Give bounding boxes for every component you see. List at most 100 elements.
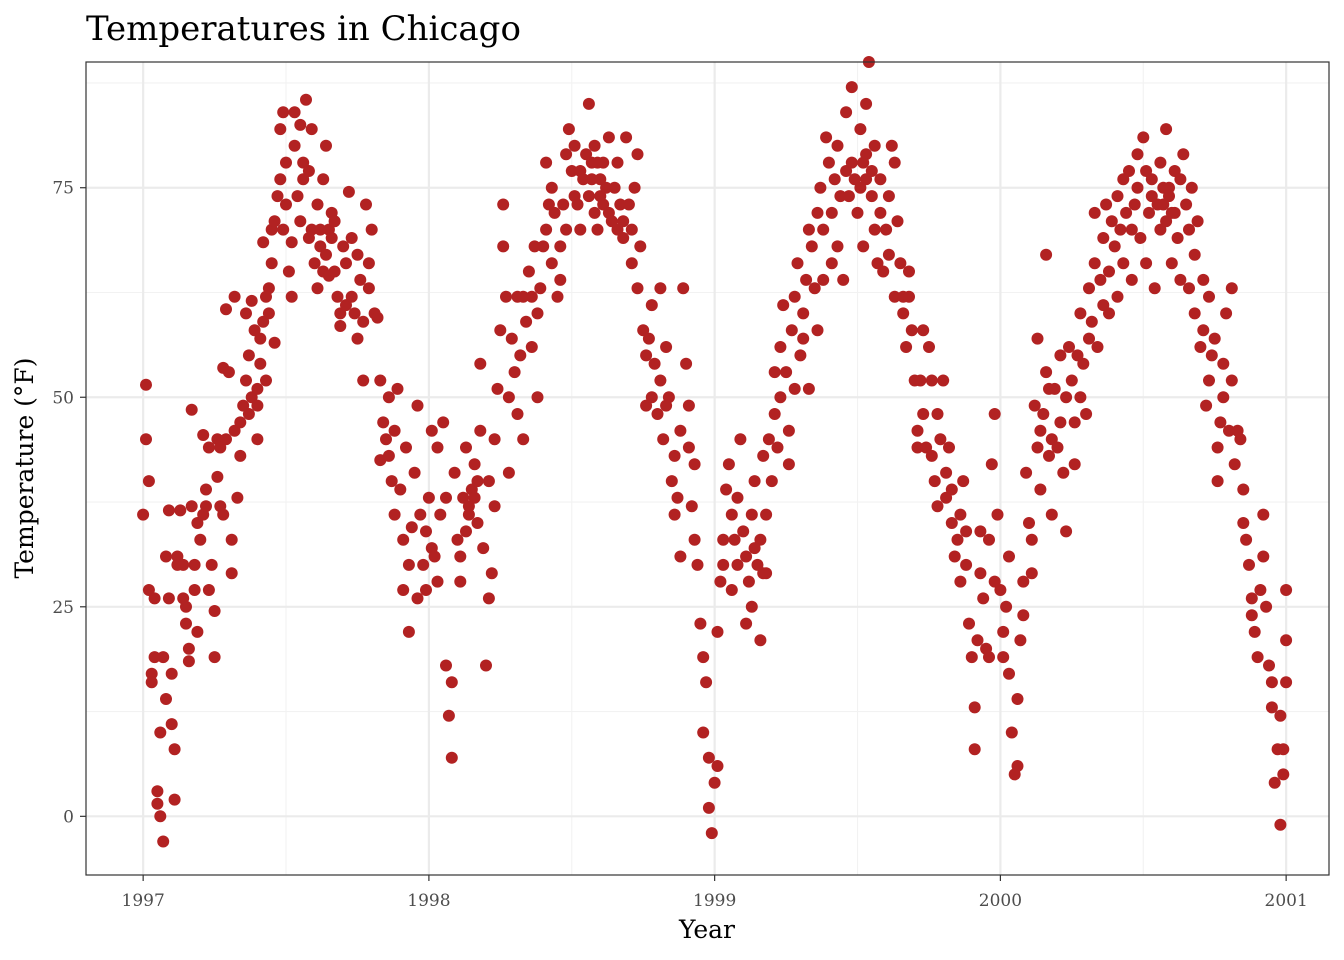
data-point bbox=[868, 139, 881, 152]
data-point bbox=[362, 282, 375, 295]
data-point bbox=[242, 408, 255, 420]
data-point bbox=[488, 500, 501, 513]
data-point bbox=[145, 676, 158, 689]
data-point bbox=[291, 190, 304, 203]
data-point bbox=[374, 374, 387, 387]
data-point bbox=[1277, 743, 1290, 756]
data-point bbox=[502, 466, 515, 479]
data-point bbox=[462, 500, 475, 513]
data-point bbox=[1057, 466, 1070, 479]
data-point bbox=[151, 797, 164, 810]
data-point bbox=[425, 424, 438, 437]
data-point bbox=[745, 600, 758, 613]
data-point bbox=[808, 282, 821, 295]
data-point bbox=[408, 466, 421, 479]
data-point bbox=[1034, 483, 1047, 496]
data-point bbox=[314, 240, 327, 253]
data-point bbox=[1203, 374, 1215, 387]
data-point bbox=[191, 517, 204, 529]
data-point bbox=[845, 156, 858, 169]
data-point bbox=[602, 131, 615, 144]
data-point bbox=[817, 273, 830, 286]
data-point bbox=[554, 240, 567, 253]
data-point bbox=[1060, 525, 1073, 538]
data-point bbox=[1037, 408, 1050, 420]
data-point bbox=[885, 139, 898, 152]
data-point bbox=[294, 118, 307, 131]
data-point bbox=[665, 475, 678, 488]
data-point bbox=[868, 223, 881, 236]
data-point bbox=[200, 500, 212, 513]
data-point bbox=[900, 341, 913, 353]
data-point bbox=[1137, 131, 1150, 144]
data-point bbox=[668, 508, 681, 521]
data-point bbox=[1254, 584, 1267, 596]
data-point bbox=[251, 382, 264, 395]
data-point bbox=[225, 533, 238, 546]
data-point bbox=[1260, 600, 1273, 613]
data-point bbox=[817, 223, 830, 236]
data-point bbox=[402, 558, 415, 571]
data-point bbox=[1060, 391, 1073, 404]
data-point bbox=[274, 173, 287, 186]
data-point bbox=[1165, 257, 1178, 270]
data-point bbox=[977, 592, 990, 605]
data-point bbox=[1145, 190, 1158, 203]
data-point bbox=[1045, 508, 1058, 521]
data-point bbox=[905, 324, 918, 337]
data-point bbox=[357, 315, 370, 328]
x-tick-label: 1997 bbox=[122, 891, 165, 911]
data-point bbox=[688, 533, 701, 546]
data-point bbox=[137, 508, 150, 521]
data-point bbox=[365, 223, 378, 236]
data-point bbox=[1268, 776, 1281, 789]
data-point bbox=[985, 458, 998, 471]
data-point bbox=[414, 508, 427, 521]
data-point bbox=[200, 483, 212, 496]
data-point bbox=[505, 332, 518, 345]
data-point bbox=[385, 475, 398, 488]
data-point bbox=[785, 324, 798, 337]
data-point bbox=[1245, 592, 1258, 605]
data-point bbox=[911, 424, 924, 437]
data-point bbox=[494, 324, 507, 337]
data-point bbox=[903, 290, 915, 303]
data-point bbox=[431, 575, 444, 588]
y-tick-label: 50 bbox=[52, 388, 74, 408]
data-point bbox=[377, 416, 390, 429]
data-point bbox=[1157, 198, 1170, 211]
data-point bbox=[165, 718, 178, 731]
data-point bbox=[405, 521, 418, 534]
data-point bbox=[968, 743, 981, 756]
data-point bbox=[740, 617, 753, 630]
data-point bbox=[371, 311, 384, 324]
data-point bbox=[608, 181, 621, 194]
data-point bbox=[342, 185, 355, 198]
data-point bbox=[268, 215, 281, 228]
x-tick-label: 2001 bbox=[1265, 891, 1308, 911]
data-point bbox=[560, 148, 573, 161]
data-point bbox=[1234, 433, 1247, 446]
data-point bbox=[788, 290, 801, 303]
data-point bbox=[988, 575, 1001, 588]
data-point bbox=[828, 173, 841, 186]
data-point bbox=[340, 257, 352, 270]
data-point bbox=[637, 324, 650, 337]
data-point bbox=[268, 336, 281, 349]
data-point bbox=[220, 433, 232, 446]
data-point bbox=[957, 475, 970, 488]
data-point bbox=[748, 475, 761, 488]
data-point bbox=[1054, 349, 1067, 362]
data-point bbox=[525, 290, 538, 303]
data-point bbox=[451, 533, 464, 546]
data-point bbox=[474, 357, 487, 370]
data-point bbox=[971, 634, 984, 647]
data-point bbox=[142, 475, 155, 488]
data-point bbox=[1197, 273, 1210, 286]
data-point bbox=[577, 173, 590, 186]
data-point bbox=[1174, 173, 1187, 186]
data-point bbox=[1128, 198, 1141, 211]
data-point bbox=[157, 835, 170, 848]
data-point bbox=[320, 248, 332, 261]
data-point bbox=[1183, 282, 1195, 295]
